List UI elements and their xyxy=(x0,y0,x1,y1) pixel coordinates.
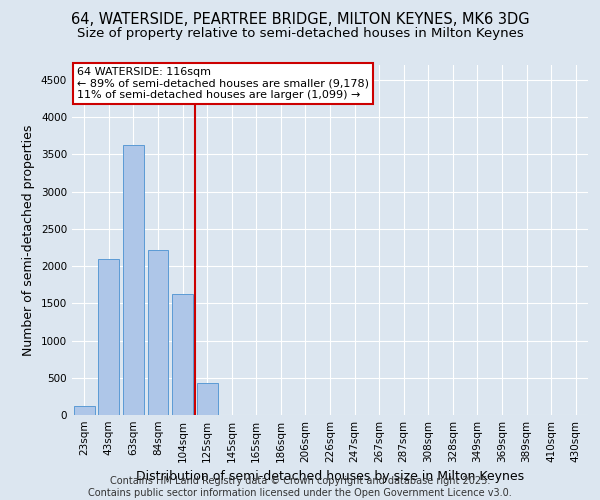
Bar xyxy=(123,146,144,415)
Text: Size of property relative to semi-detached houses in Milton Keynes: Size of property relative to semi-detach… xyxy=(77,28,523,40)
Text: 64 WATERSIDE: 116sqm
← 89% of semi-detached houses are smaller (9,178)
11% of se: 64 WATERSIDE: 116sqm ← 89% of semi-detac… xyxy=(77,66,369,100)
Bar xyxy=(74,406,95,415)
Y-axis label: Number of semi-detached properties: Number of semi-detached properties xyxy=(22,124,35,356)
Bar xyxy=(148,250,169,415)
X-axis label: Distribution of semi-detached houses by size in Milton Keynes: Distribution of semi-detached houses by … xyxy=(136,470,524,484)
Text: Contains HM Land Registry data © Crown copyright and database right 2025.
Contai: Contains HM Land Registry data © Crown c… xyxy=(88,476,512,498)
Text: 64, WATERSIDE, PEARTREE BRIDGE, MILTON KEYNES, MK6 3DG: 64, WATERSIDE, PEARTREE BRIDGE, MILTON K… xyxy=(71,12,529,28)
Bar xyxy=(172,294,193,415)
Bar xyxy=(98,258,119,415)
Bar xyxy=(197,383,218,415)
